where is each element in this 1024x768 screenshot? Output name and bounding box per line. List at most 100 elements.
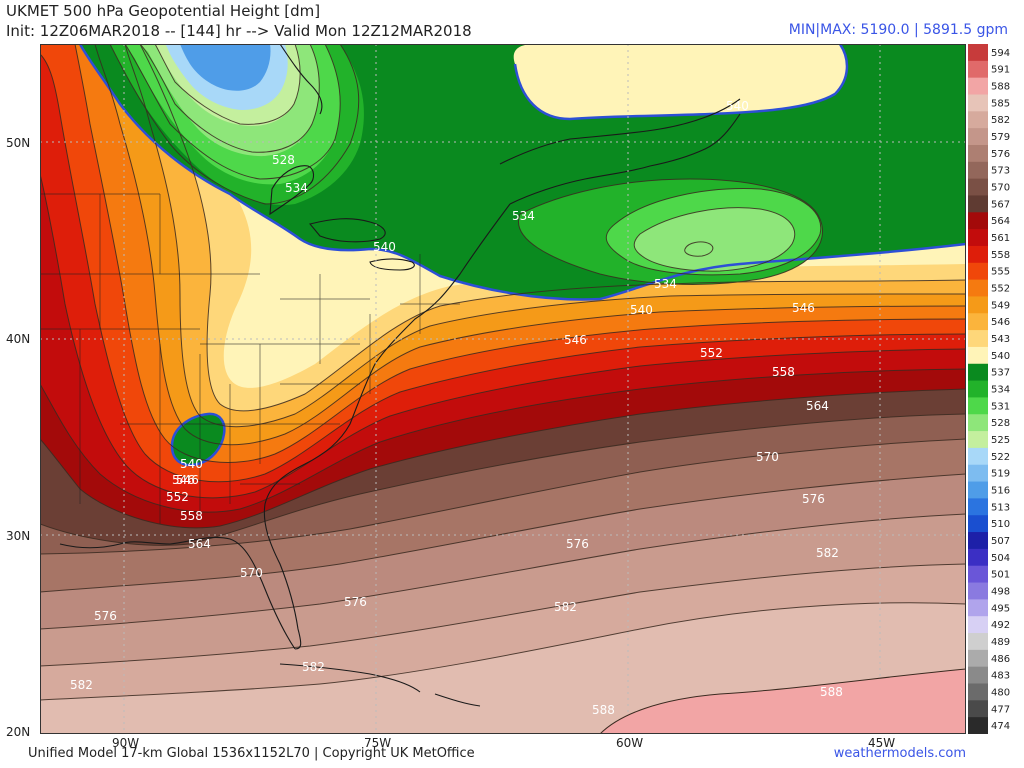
colorbar-label: 558 xyxy=(991,250,1010,261)
contour-label: 564 xyxy=(806,399,829,413)
colorbar-swatch xyxy=(968,515,988,533)
colorbar-swatch xyxy=(968,128,988,146)
colorbar-swatch xyxy=(968,44,988,62)
colorbar-label: 498 xyxy=(991,586,1010,597)
contour-588 xyxy=(599,668,966,734)
coastlines xyxy=(59,44,741,707)
colorbar-swatch xyxy=(968,245,988,264)
colorbar-swatch xyxy=(968,649,988,668)
colorbar-label: 477 xyxy=(991,704,1010,715)
contour-label: 552 xyxy=(166,490,189,504)
colorbar-swatch xyxy=(968,161,988,180)
colorbar-label: 594 xyxy=(991,48,1010,59)
contour-label: 576 xyxy=(94,609,117,623)
colorbar-label: 519 xyxy=(991,469,1010,480)
colorbar-label: 483 xyxy=(991,671,1010,682)
colorbar-swatch xyxy=(968,380,988,398)
colorbar-label: 510 xyxy=(991,519,1010,530)
lat-label-50n: 50N xyxy=(6,136,31,150)
political-borders xyxy=(40,193,460,524)
colorbar-swatch xyxy=(968,60,988,79)
contour-label: 588 xyxy=(820,685,843,699)
colorbar-swatch xyxy=(968,279,988,297)
lon-label-75w: 75W xyxy=(364,736,392,750)
colorbar-label: 540 xyxy=(991,351,1010,362)
contour-label: 582 xyxy=(70,678,93,692)
colorbar-label: 576 xyxy=(991,149,1010,160)
colorbar-label: 570 xyxy=(991,183,1010,194)
colorbar-label: 585 xyxy=(991,98,1010,109)
contour-label: 558 xyxy=(772,365,795,379)
contour-label: 582 xyxy=(816,546,839,560)
band-540-north xyxy=(513,44,847,119)
contour-label: 534 xyxy=(512,209,535,223)
height-map: 528 534 540 534 534 540 540 546 546 552 … xyxy=(40,44,966,734)
site-link[interactable]: weathermodels.com xyxy=(833,746,966,761)
contour-540-alabama xyxy=(170,412,226,467)
colorbar-label: 534 xyxy=(991,385,1010,396)
colorbar-label: 504 xyxy=(991,553,1010,564)
colorbar-swatch xyxy=(968,178,988,196)
colorbar-swatch xyxy=(968,599,988,617)
colorbar-label: 522 xyxy=(991,452,1010,463)
colorbar-swatch xyxy=(968,633,988,651)
colorbar-label: 516 xyxy=(991,485,1010,496)
contour-label: 546 xyxy=(176,473,199,487)
colorbar-label: 528 xyxy=(991,418,1010,429)
colorbar-label: 531 xyxy=(991,401,1010,412)
colorbar-swatch xyxy=(968,532,988,550)
colorbar-label: 501 xyxy=(991,570,1010,581)
contour-label: 540 xyxy=(373,240,396,254)
colorbar-swatch xyxy=(968,313,988,331)
colorbar-swatch xyxy=(968,414,988,432)
contour-label: 570 xyxy=(240,566,263,580)
colorbar-swatch xyxy=(968,565,988,584)
contour-label: 534 xyxy=(285,181,308,195)
contour-label: 528 xyxy=(272,153,295,167)
contour-lines xyxy=(40,44,966,701)
colorbar-swatch xyxy=(968,616,988,634)
colorbar-label: 492 xyxy=(991,620,1010,631)
lat-label-30n: 30N xyxy=(6,529,31,543)
colorbar-swatches xyxy=(968,44,988,734)
colorbar-swatch xyxy=(968,498,988,516)
colorbar-swatch xyxy=(968,431,988,449)
colorbar-label: 525 xyxy=(991,435,1010,446)
colorbar-label: 546 xyxy=(991,317,1010,328)
colorbar-swatch xyxy=(968,464,988,483)
colorbar-swatch xyxy=(968,481,988,499)
contour-label: 546 xyxy=(564,333,587,347)
lon-label-90w: 90W xyxy=(112,736,140,750)
colorbar-swatch xyxy=(968,195,988,213)
colorbar-label: 588 xyxy=(991,82,1010,93)
map-title: UKMET 500 hPa Geopotential Height [dm] xyxy=(6,2,321,20)
colorbar-swatch xyxy=(968,700,988,718)
colorbar-swatch xyxy=(968,111,988,129)
lat-label-20n: 20N xyxy=(6,725,31,739)
colorbar-swatch xyxy=(968,666,988,685)
colorbar-label: 486 xyxy=(991,654,1010,665)
colorbar-label: 561 xyxy=(991,233,1010,244)
contour-label: 564 xyxy=(188,537,211,551)
colorbar-swatch xyxy=(968,212,988,230)
colorbar-swatch xyxy=(968,548,988,567)
map-frame xyxy=(40,44,966,734)
contour-label: 540 xyxy=(726,99,749,113)
contour-label: 546 xyxy=(792,301,815,315)
colorbar-label: 474 xyxy=(991,721,1010,732)
contour-label: 552 xyxy=(700,346,723,360)
colorbar-label: 480 xyxy=(991,687,1010,698)
colorbar-swatch xyxy=(968,229,988,247)
colorbar-swatch xyxy=(968,296,988,314)
colorbar-label: 573 xyxy=(991,166,1010,177)
band-528-east xyxy=(634,207,795,272)
colorbar: 594 591 588 585 582 579 576 573 570 567 564 561 558 5… xyxy=(968,44,1010,734)
colorbar-swatch xyxy=(968,397,988,415)
colorbar-label: 489 xyxy=(991,637,1010,648)
min-max-readout: MIN|MAX: 5190.0 | 5891.5 gpm xyxy=(788,22,1008,38)
colorbar-swatch xyxy=(968,77,988,95)
contour-label: 540 xyxy=(630,303,653,317)
contour-label: 558 xyxy=(180,509,203,523)
colorbar-swatch xyxy=(968,262,988,281)
contour-540-highlight xyxy=(78,44,966,301)
